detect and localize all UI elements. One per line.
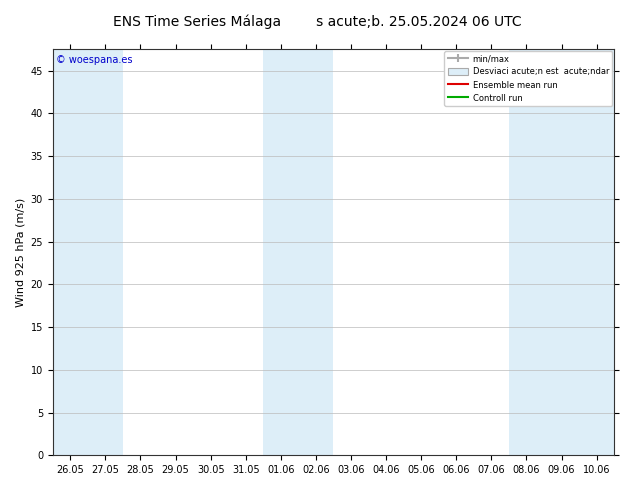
- Bar: [579, 49, 614, 455]
- Bar: [299, 49, 333, 455]
- Bar: [263, 49, 299, 455]
- Text: © woespana.es: © woespana.es: [56, 55, 132, 65]
- Y-axis label: Wind 925 hPa (m/s): Wind 925 hPa (m/s): [15, 197, 25, 307]
- Text: ENS Time Series Málaga        s acute;b. 25.05.2024 06 UTC: ENS Time Series Málaga s acute;b. 25.05.…: [113, 15, 521, 29]
- Bar: [509, 49, 544, 455]
- Bar: [544, 49, 579, 455]
- Legend: min/max, Desviaci acute;n est  acute;ndar, Ensemble mean run, Controll run: min/max, Desviaci acute;n est acute;ndar…: [444, 51, 612, 106]
- Bar: [88, 49, 123, 455]
- Bar: [53, 49, 88, 455]
